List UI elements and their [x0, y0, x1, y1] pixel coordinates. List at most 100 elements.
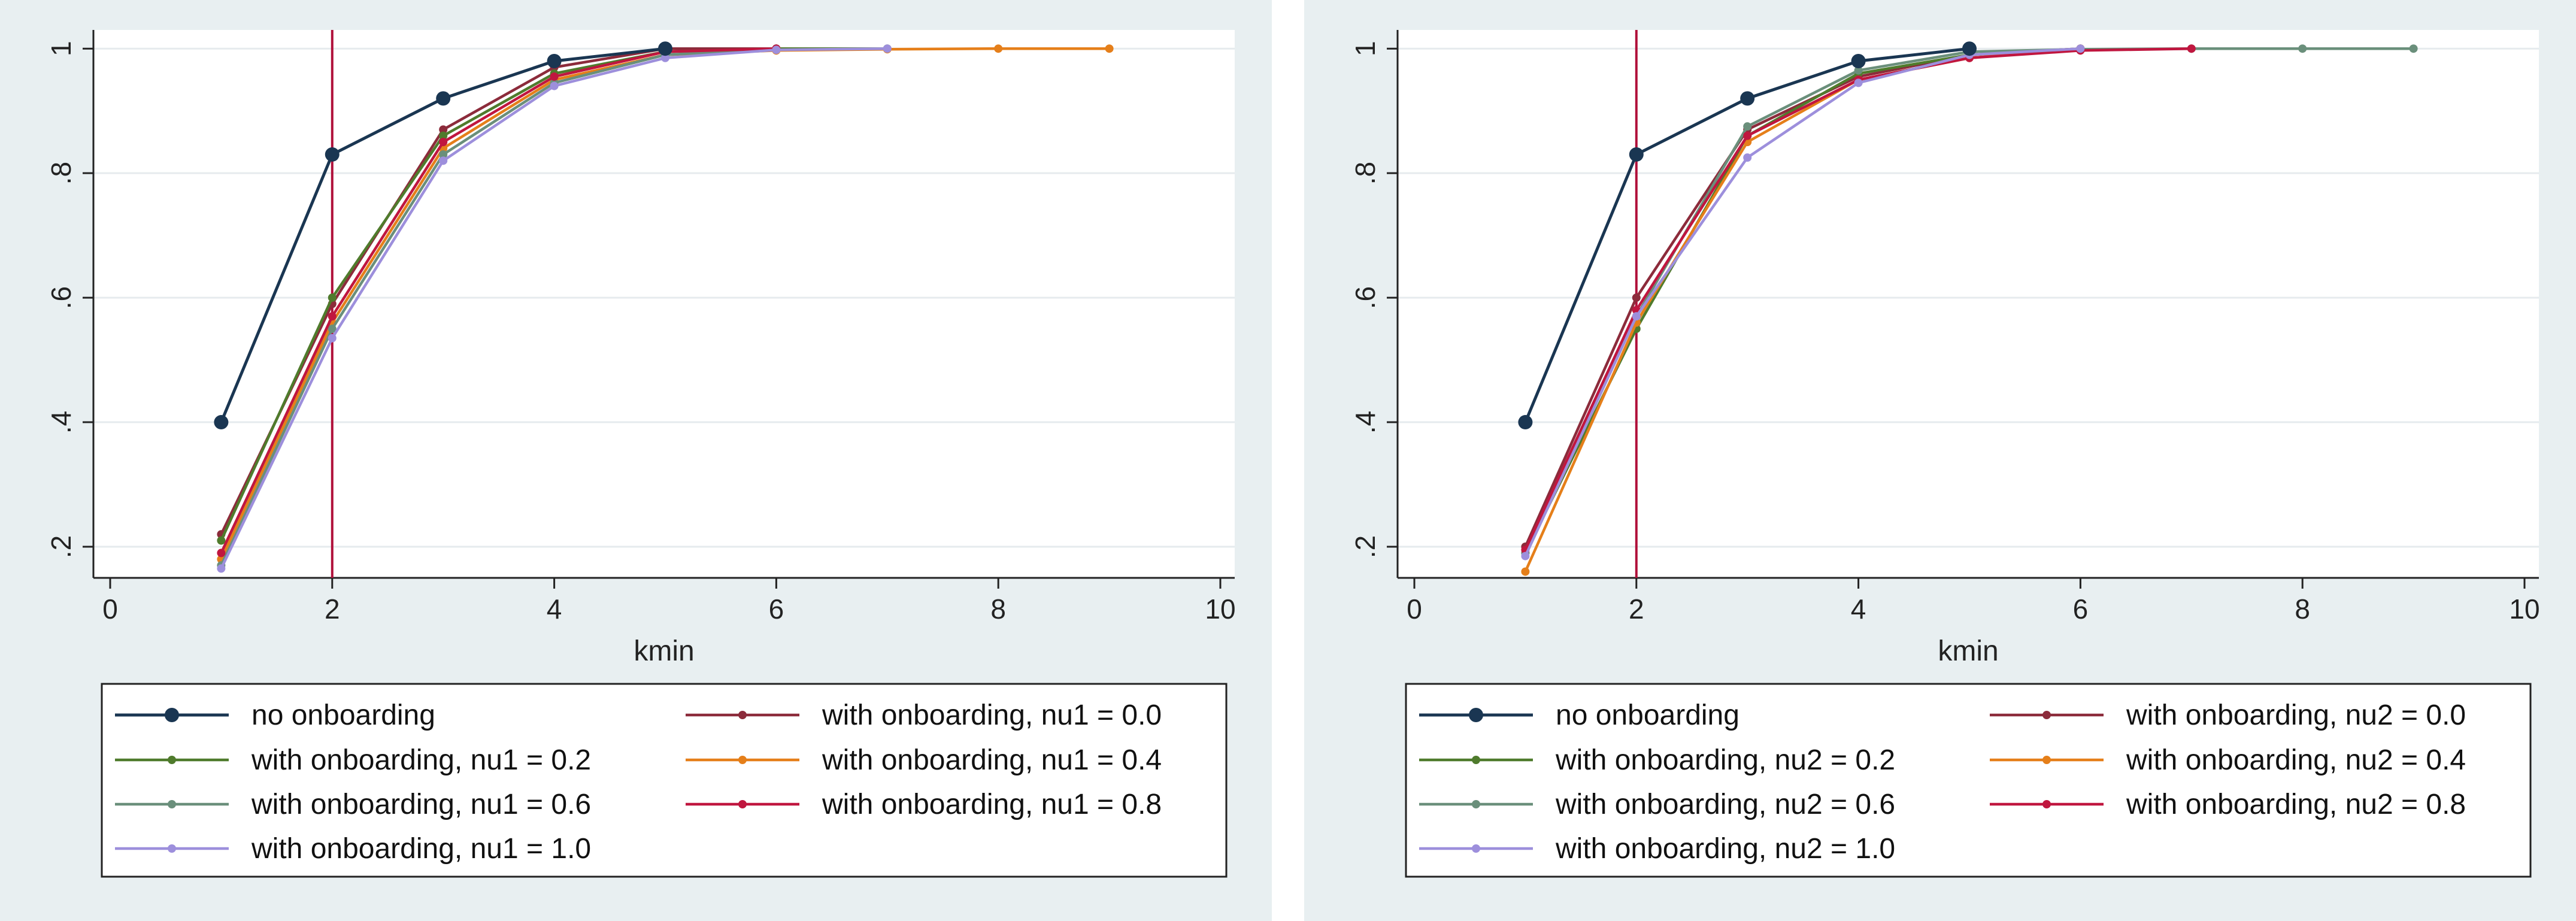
data-point — [1854, 66, 1863, 75]
y-tick-label: .2 — [1350, 535, 1381, 558]
data-point — [1518, 415, 1533, 430]
legend-entry: no onboarding — [251, 699, 435, 731]
legend-swatch-marker — [1472, 844, 1480, 853]
data-point — [550, 72, 559, 81]
data-point — [1105, 44, 1114, 53]
legend-entry: with onboarding, nu1 = 0.8 — [822, 789, 1162, 820]
data-point — [439, 131, 448, 140]
y-tick-label: .6 — [46, 286, 77, 309]
data-point — [2298, 44, 2307, 53]
data-point — [772, 46, 781, 54]
data-point — [217, 549, 226, 558]
legend-entry: with onboarding, nu2 = 0.0 — [2126, 699, 2466, 731]
series-line — [220, 47, 777, 554]
data-point — [217, 536, 226, 545]
plot-area — [1398, 30, 2539, 578]
legend-swatch-marker — [1469, 708, 1483, 722]
data-point — [2409, 44, 2418, 53]
x-axis-title: kmin — [1938, 635, 1998, 667]
legend-swatch-marker — [2042, 800, 2051, 808]
x-tick-label: 4 — [1851, 593, 1866, 625]
data-point — [328, 334, 337, 343]
legend-entry: with onboarding, nu1 = 0.2 — [251, 744, 591, 776]
legend-entry: with onboarding, nu1 = 0.6 — [251, 789, 591, 820]
data-point — [328, 325, 337, 334]
legend-swatch-marker — [165, 708, 179, 722]
data-point — [883, 44, 892, 53]
data-point — [1740, 91, 1755, 106]
legend-swatch-marker — [2042, 756, 2051, 764]
y-tick-label: 1 — [46, 41, 77, 56]
y-tick-label: .6 — [1350, 286, 1381, 309]
data-point — [439, 150, 448, 159]
x-tick-label: 2 — [325, 593, 340, 625]
legend-swatch-marker — [738, 711, 747, 719]
y-tick-label: .8 — [1350, 162, 1381, 184]
x-tick-label: 4 — [547, 593, 562, 625]
legend-entry: with onboarding, nu2 = 1.0 — [1555, 833, 1895, 865]
data-point — [1854, 78, 1863, 87]
x-axis-title: kmin — [634, 635, 694, 667]
legend-swatch-marker — [1472, 756, 1480, 764]
legend-entry: with onboarding, nu2 = 0.6 — [1555, 789, 1895, 820]
data-point — [328, 312, 337, 321]
data-point — [661, 53, 669, 62]
legend-swatch-marker — [168, 844, 176, 853]
legend-swatch-marker — [1472, 800, 1480, 808]
data-point — [1743, 122, 1752, 131]
legend-entry: with onboarding, nu2 = 0.4 — [2126, 744, 2466, 776]
series-line — [220, 47, 777, 535]
legend-swatch-marker — [168, 756, 176, 764]
data-point — [658, 41, 672, 56]
y-tick-label: .2 — [46, 535, 77, 558]
legend-box — [101, 683, 1228, 878]
legend-swatch-marker — [738, 800, 747, 808]
legend-box — [1405, 683, 2532, 878]
legend-entry: with onboarding, nu1 = 0.0 — [822, 699, 1162, 731]
data-point — [547, 53, 562, 68]
data-point — [1632, 293, 1641, 302]
legend-entry: with onboarding, nu1 = 1.0 — [251, 833, 591, 865]
legend-entry: no onboarding — [1556, 699, 1739, 731]
legend-swatch-marker — [738, 756, 747, 764]
x-tick-label: 6 — [2073, 593, 2089, 625]
x-tick-label: 10 — [1205, 593, 1235, 625]
x-tick-label: 0 — [1407, 593, 1422, 625]
x-tick-label: 0 — [102, 593, 118, 625]
legend-swatch-marker — [2042, 711, 2051, 719]
data-point — [439, 156, 448, 165]
x-tick-label: 2 — [1629, 593, 1644, 625]
series-line — [1524, 47, 2081, 557]
data-point — [439, 125, 448, 134]
data-point — [1521, 567, 1530, 576]
x-tick-label: 8 — [990, 593, 1006, 625]
data-point — [550, 81, 559, 90]
y-tick-label: 1 — [1350, 41, 1381, 56]
data-point — [1521, 552, 1530, 561]
x-tick-label: 6 — [769, 593, 784, 625]
legend-entry: with onboarding, nu1 = 0.4 — [822, 744, 1162, 776]
y-tick-label: .8 — [46, 162, 77, 184]
data-point — [1851, 53, 1866, 68]
y-tick-label: .4 — [1350, 411, 1381, 434]
legend-entry: with onboarding, nu2 = 0.8 — [2126, 789, 2466, 820]
data-point — [217, 564, 226, 573]
y-tick-label: .4 — [46, 411, 77, 434]
data-point — [439, 138, 448, 147]
data-point — [1743, 153, 1752, 162]
legend-entry: with onboarding, nu2 = 0.2 — [1555, 744, 1895, 776]
data-point — [325, 147, 340, 162]
data-point — [1962, 41, 1977, 56]
data-point — [1629, 147, 1644, 162]
data-point — [1632, 312, 1641, 321]
data-point — [214, 415, 229, 430]
data-point — [2076, 44, 2085, 53]
data-point — [1743, 131, 1752, 140]
x-tick-label: 8 — [2295, 593, 2310, 625]
data-point — [328, 293, 337, 302]
data-point — [994, 44, 1003, 53]
